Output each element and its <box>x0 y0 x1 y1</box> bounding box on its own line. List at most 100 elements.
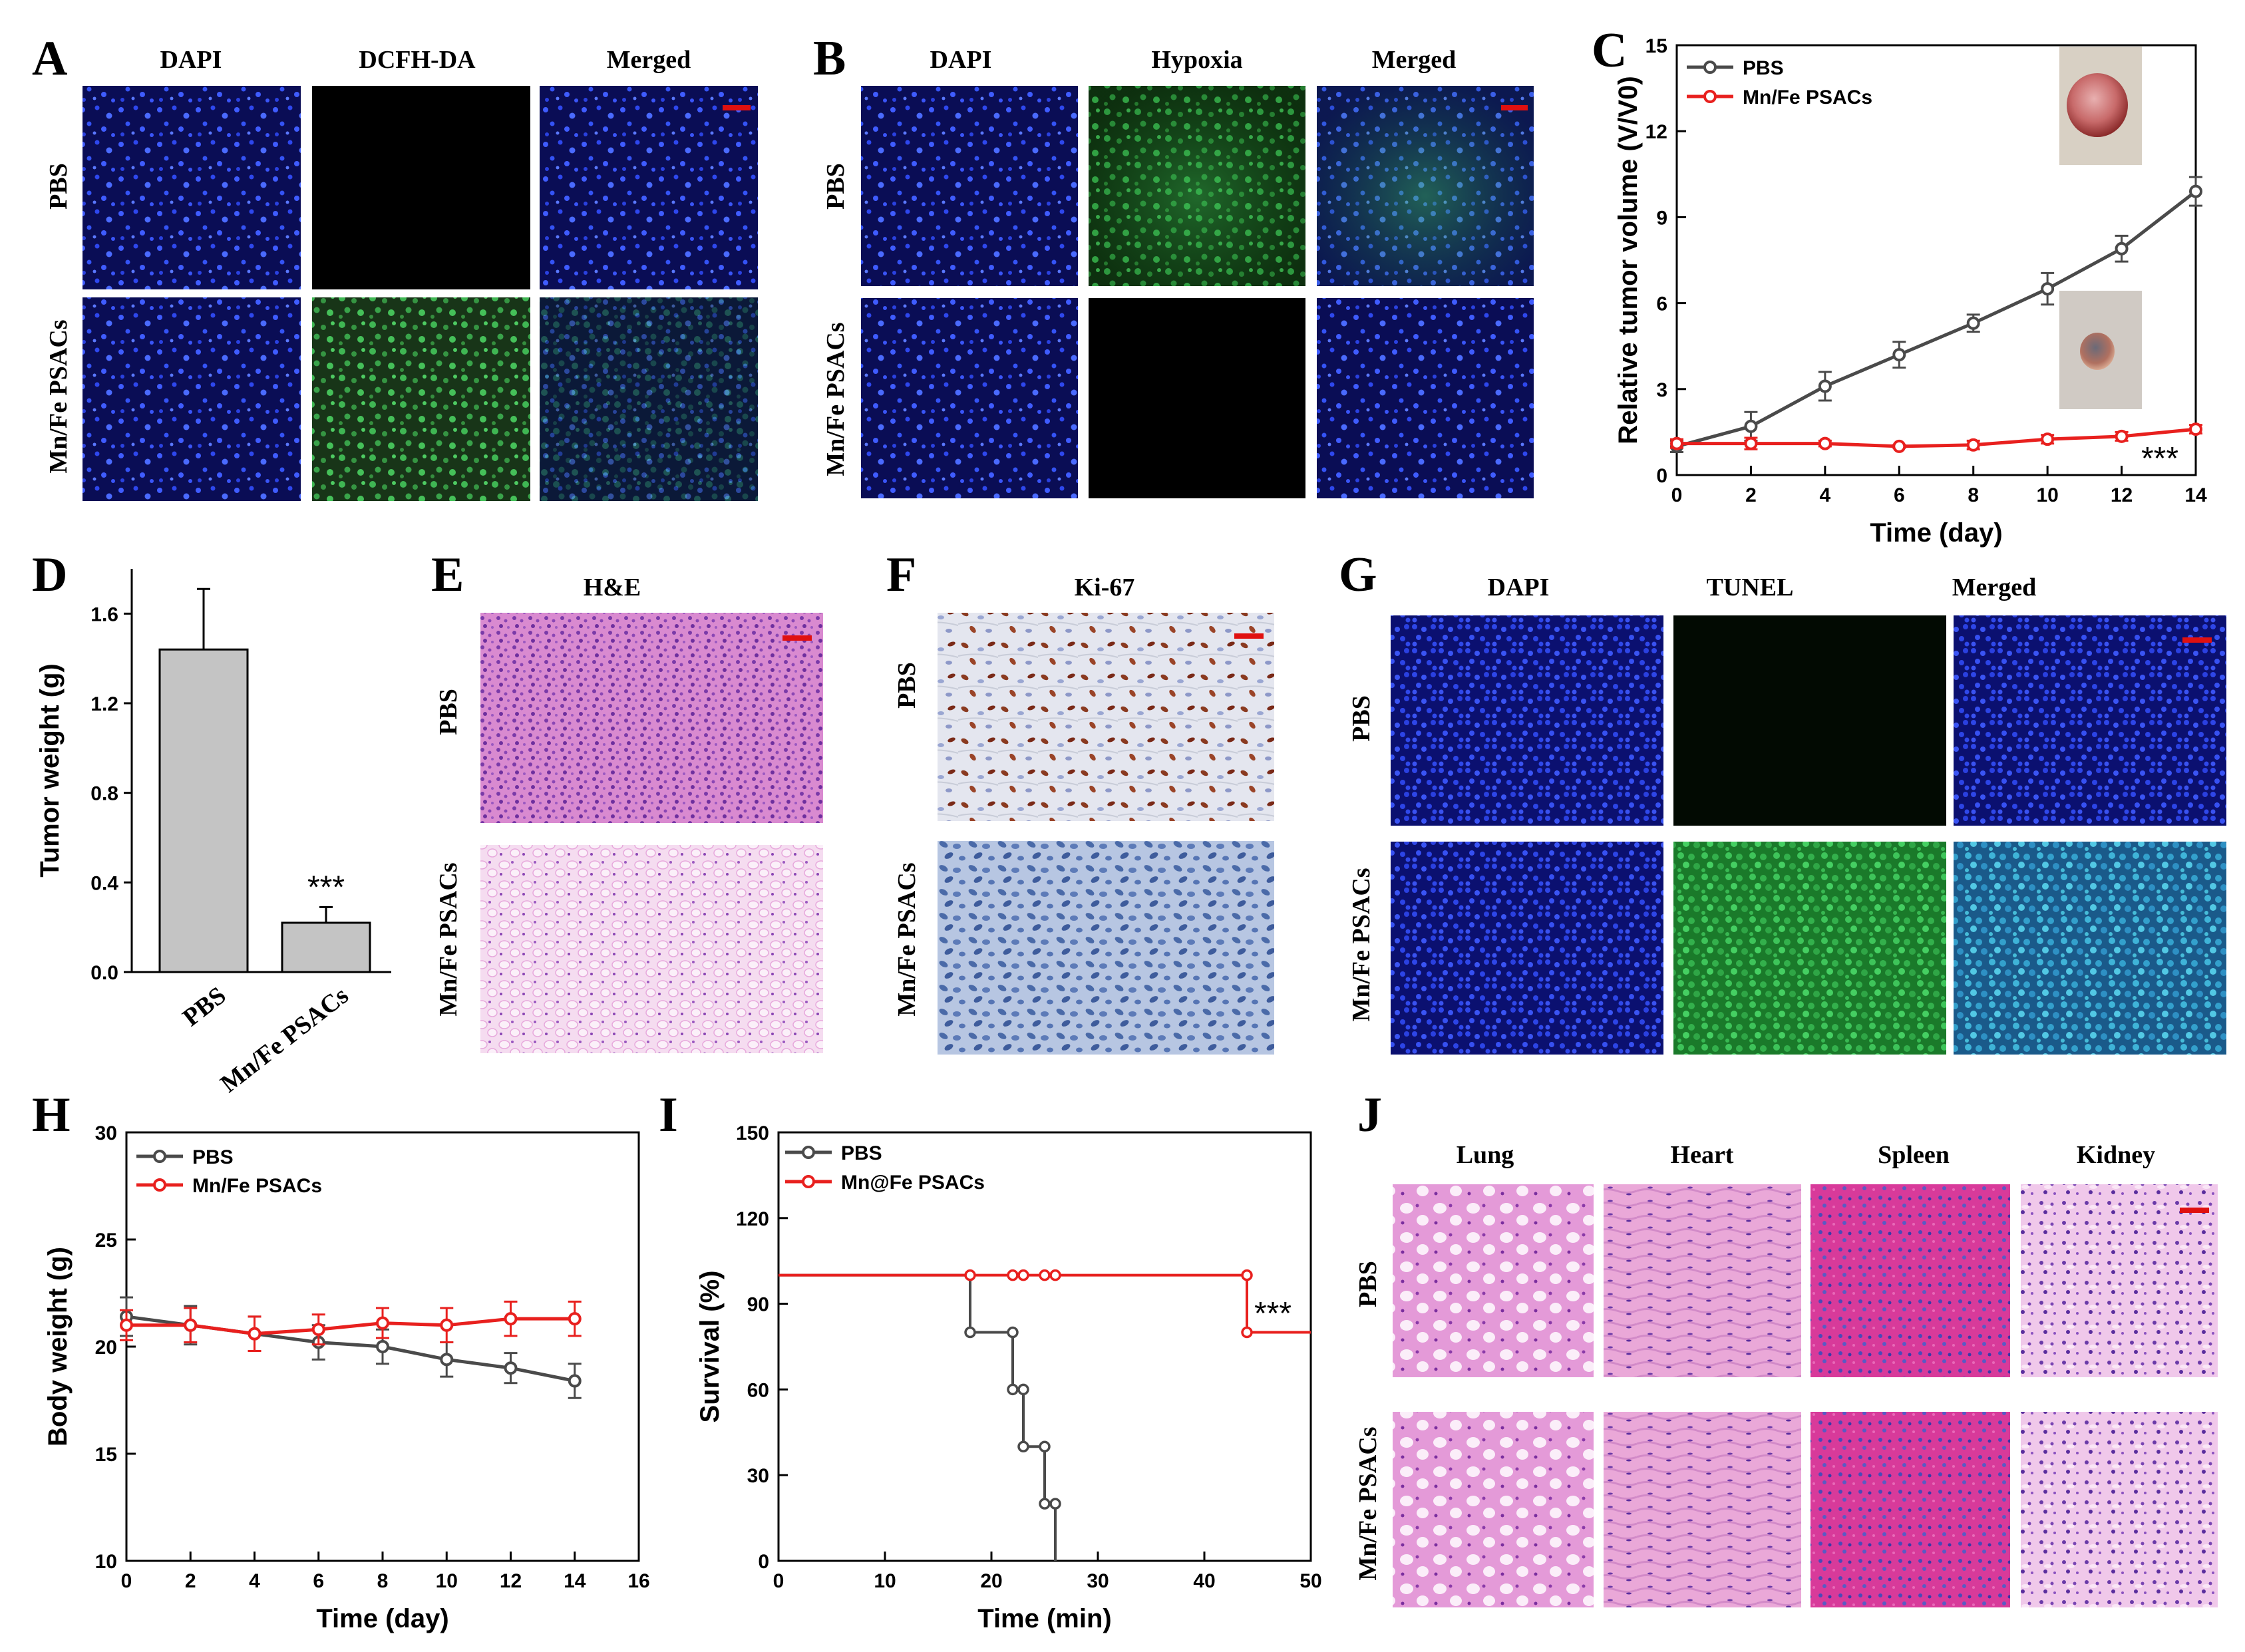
y-tick-label: 15 <box>95 1444 117 1466</box>
column-label: Heart <box>1671 1141 1734 1169</box>
data-point <box>120 1318 133 1332</box>
scale-bar <box>782 635 812 641</box>
data-point <box>1892 439 1906 453</box>
micrograph-dapi-pbs <box>83 86 301 289</box>
y-axis-label: Body weight (g) <box>43 1247 73 1446</box>
x-tick-label: 6 <box>1894 484 1905 506</box>
panel-D: D 0.0 0.4 0.8 1.2 1.6 Tumor weight (g) PBSMn/F… <box>32 548 391 1098</box>
y-tick-label: 0 <box>758 1551 769 1573</box>
censor-marker <box>1017 1383 1029 1396</box>
data-point <box>1966 438 1980 452</box>
censor-marker <box>964 1326 976 1339</box>
data-point <box>568 1312 582 1326</box>
column-label: Merged <box>1372 46 1457 74</box>
column-label: Lung <box>1457 1141 1514 1169</box>
panel-B: B DAPI Hypoxia Merged PBS Mn/Fe PSACs <box>813 31 1534 498</box>
micrograph-tunel-pbs <box>1673 615 1946 826</box>
column-label: DCFH-DA <box>359 46 476 74</box>
data-point <box>1670 436 1683 450</box>
y-tick-label: 12 <box>1645 121 1667 143</box>
micrograph-heart-treated <box>1604 1412 1801 1607</box>
micrograph-he-treated <box>480 845 823 1053</box>
panel-A: A DAPI DCFH-DA Merged PBS Mn/Fe PSACs <box>32 31 758 501</box>
column-label: H&E <box>584 574 641 601</box>
x-tick-label: 8 <box>377 1570 389 1592</box>
micrograph-kidney-pbs <box>2021 1184 2218 1377</box>
data-point <box>1744 419 1758 433</box>
row-label: PBS <box>1354 1261 1382 1307</box>
censor-marker <box>1049 1498 1061 1510</box>
censor-marker <box>1241 1326 1253 1339</box>
y-tick-label: 1.6 <box>90 603 118 625</box>
legend-label: PBS <box>192 1146 234 1168</box>
y-axis-label: Relative tumor volume (V/V0) <box>1614 76 1643 444</box>
x-tick-label: 10 <box>2036 484 2058 506</box>
legend-label: Mn@Fe PSACs <box>841 1172 985 1194</box>
row-label: Mn/Fe PSACs <box>434 862 462 1016</box>
row-label: PBS <box>434 689 462 735</box>
panel-label-C: C <box>1592 23 1627 78</box>
panel-C: C 0 2 4 6 8 10 12 14 0 3 6 9 12 15 Time (day) Relative … <box>1592 23 2207 548</box>
y-tick-label: 10 <box>95 1551 117 1573</box>
column-label: Spleen <box>1878 1141 1950 1169</box>
data-point <box>440 1318 454 1332</box>
y-tick-label: 60 <box>747 1379 769 1401</box>
panel-I: I 0 10 20 30 40 50 0 30 60 90 120 150 Time (min) Surv… <box>659 1088 1322 1633</box>
micrograph-merged-pbs <box>1954 615 2226 826</box>
x-axis-label: Time (min) <box>977 1604 1112 1633</box>
survival-curve <box>778 1273 1311 1334</box>
data-point <box>376 1316 389 1330</box>
micrograph-lung-treated <box>1393 1412 1594 1607</box>
x-tick-label: 0 <box>121 1570 132 1592</box>
series-line <box>1677 427 2196 448</box>
x-tick-label: 4 <box>249 1570 260 1592</box>
scale-bar <box>1501 105 1528 110</box>
censor-marker <box>1241 1269 1253 1281</box>
data-point <box>2115 242 2129 255</box>
row-label: Mn/Fe PSACs <box>1347 868 1375 1021</box>
chart-survival: 0 10 20 30 40 50 0 30 60 90 120 150 Time (min) Surviv… <box>695 1122 1322 1633</box>
legend-marker <box>1703 90 1717 103</box>
x-tick-label: 16 <box>627 1570 649 1592</box>
data-point <box>568 1374 582 1388</box>
row-label: Mn/Fe PSACs <box>45 319 73 473</box>
row-label: PBS <box>45 163 73 210</box>
censor-marker <box>1007 1269 1019 1281</box>
legend-marker <box>802 1146 815 1159</box>
series-line <box>126 1317 575 1336</box>
panel-label-E: E <box>431 548 464 602</box>
micrograph-merged-treated <box>1954 842 2226 1055</box>
panel-label-I: I <box>659 1088 678 1142</box>
censor-marker <box>1017 1440 1029 1453</box>
legend-marker <box>1703 61 1717 74</box>
data-point <box>1966 316 1980 330</box>
legend-label: Mn/Fe PSACs <box>192 1175 322 1197</box>
micrograph-dapi-pbs <box>1391 615 1663 826</box>
data-point <box>1892 348 1906 362</box>
data-point <box>2115 429 2129 443</box>
bar <box>281 921 371 973</box>
panel-label-A: A <box>32 31 67 86</box>
x-tick-label: 0 <box>1671 484 1683 506</box>
micrograph-spleen-pbs <box>1811 1184 2010 1377</box>
data-point <box>184 1318 198 1332</box>
scale-bar <box>723 105 751 110</box>
bar <box>158 648 249 973</box>
scale-bar <box>2180 1208 2209 1213</box>
y-tick-label: 1.2 <box>90 693 118 715</box>
censor-marker <box>1039 1498 1051 1510</box>
row-label: Mn/Fe PSACs <box>1354 1426 1382 1580</box>
micrograph-dcfh-pbs <box>312 86 530 289</box>
y-tick-label: 20 <box>95 1337 117 1359</box>
y-tick-label: 9 <box>1656 207 1667 229</box>
panel-F: F Ki-67 PBS Mn/Fe PSACs <box>886 548 1274 1055</box>
micrograph-lung-pbs <box>1393 1184 1594 1377</box>
panel-label-J: J <box>1357 1088 1382 1142</box>
y-tick-label: 120 <box>736 1208 769 1230</box>
x-tick-label: 4 <box>1820 484 1831 506</box>
x-tick-label: 10 <box>874 1570 896 1592</box>
micrograph-spleen-treated <box>1811 1412 2010 1607</box>
data-point <box>311 1323 325 1337</box>
chart-body-weight: 0 2 4 6 8 10 12 14 16 10 15 20 25 30 Time (day) Body we… <box>43 1122 650 1633</box>
data-point <box>2041 282 2055 296</box>
